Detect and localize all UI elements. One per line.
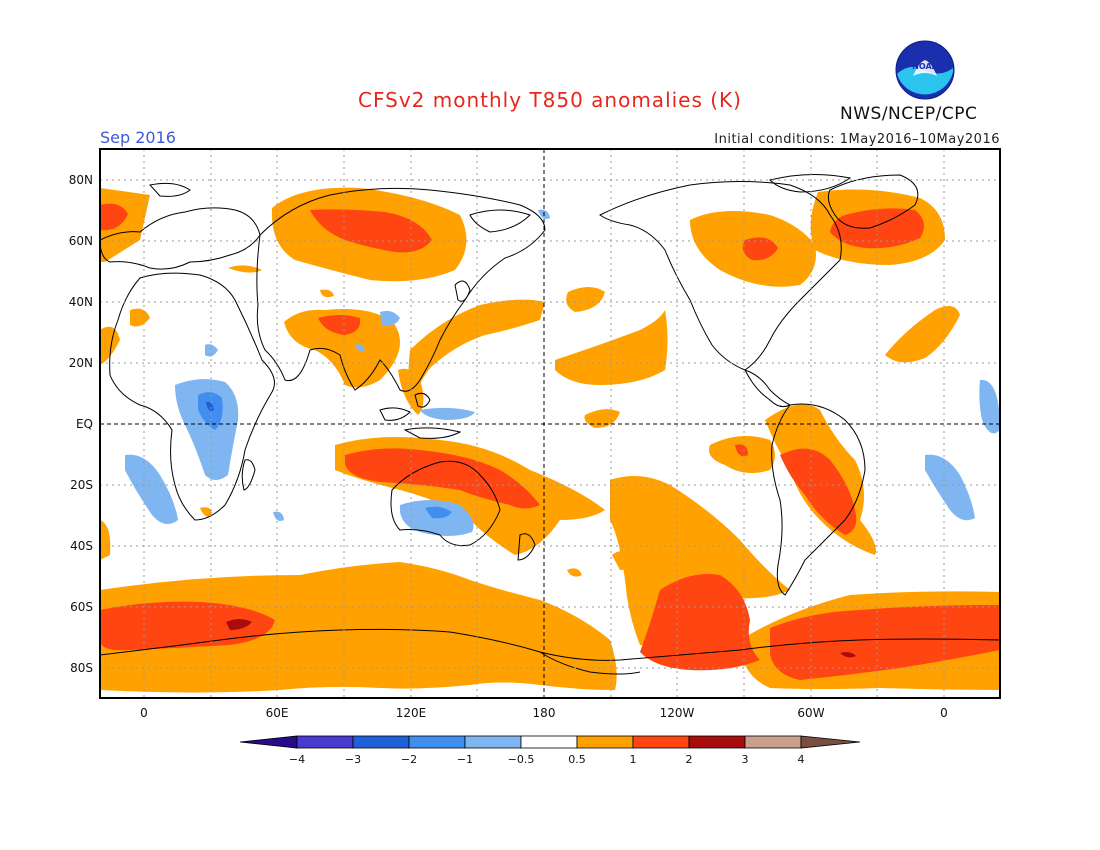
anomaly-cool-2-3 [206,401,214,411]
colorbar-3-4 [744,735,802,749]
lon-label: 180 [533,706,556,720]
colorbar-label: −2 [401,753,417,766]
lat-label: 80N [69,173,93,187]
longitude-labels: 0 60E 120E 180 120W 60W 0 [140,706,948,720]
colorbar-label: −0.5 [508,753,535,766]
colorbar: −4 −3 −2 −1 −0.5 0.5 1 2 3 4 [240,735,861,766]
lat-label: 40S [70,539,93,553]
colorbar-label: 0.5 [568,753,586,766]
colorbar-m4-m3 [296,735,354,749]
colorbar-m2-m1 [408,735,466,749]
colorbar-m05-05 [520,735,578,749]
lat-label: EQ [76,417,93,431]
organization-label: NWS/NCEP/CPC [840,104,978,124]
colorbar-label: 2 [686,753,693,766]
equator-dateline [100,149,1000,698]
gridlines [100,149,1000,698]
colorbar-m3-m2 [352,735,410,749]
colorbar-m1-m05 [464,735,522,749]
logo-text: NOAA [912,62,938,71]
lat-label: 60N [69,234,93,248]
latitude-labels: 80N 60N 40N 20N EQ 20S 40S 60S 80S [69,173,93,675]
lon-label: 120E [396,706,427,720]
anomaly-cool-1-2 [198,392,452,519]
lon-label: 120W [660,706,695,720]
lon-label: 0 [140,706,148,720]
colorbar-gt-4 [800,735,861,749]
lat-label: 20N [69,356,93,370]
lat-label: 80S [70,661,93,675]
lon-label: 0 [940,706,948,720]
colorbar-2-3 [688,735,746,749]
anomaly-warm-2-3 [226,619,856,658]
lon-label: 60E [266,706,289,720]
colorbar-1-2 [632,735,690,749]
chart-title: CFSv2 monthly T850 anomalies (K) [358,88,742,112]
map-frame [99,148,1001,699]
colorbar-lt-m4 [240,735,298,749]
lat-label: 60S [70,600,93,614]
lat-label: 20S [70,478,93,492]
colorbar-label: 4 [798,753,805,766]
coastlines [100,173,1000,675]
anomaly-warm-1-2 [100,203,1000,680]
initial-conditions-label: Initial conditions: 1May2016–10May2016 [714,132,1000,147]
lat-label: 40N [69,295,93,309]
colorbar-05-1 [576,735,634,749]
lon-label: 60W [797,706,824,720]
colorbar-label: 1 [630,753,637,766]
noaa-logo-icon: NOAA [895,40,955,100]
valid-month-label: Sep 2016 [100,128,176,147]
colorbar-label: −1 [457,753,473,766]
colorbar-label: 3 [742,753,749,766]
colorbar-label: −4 [289,753,305,766]
colorbar-label: −3 [345,753,361,766]
